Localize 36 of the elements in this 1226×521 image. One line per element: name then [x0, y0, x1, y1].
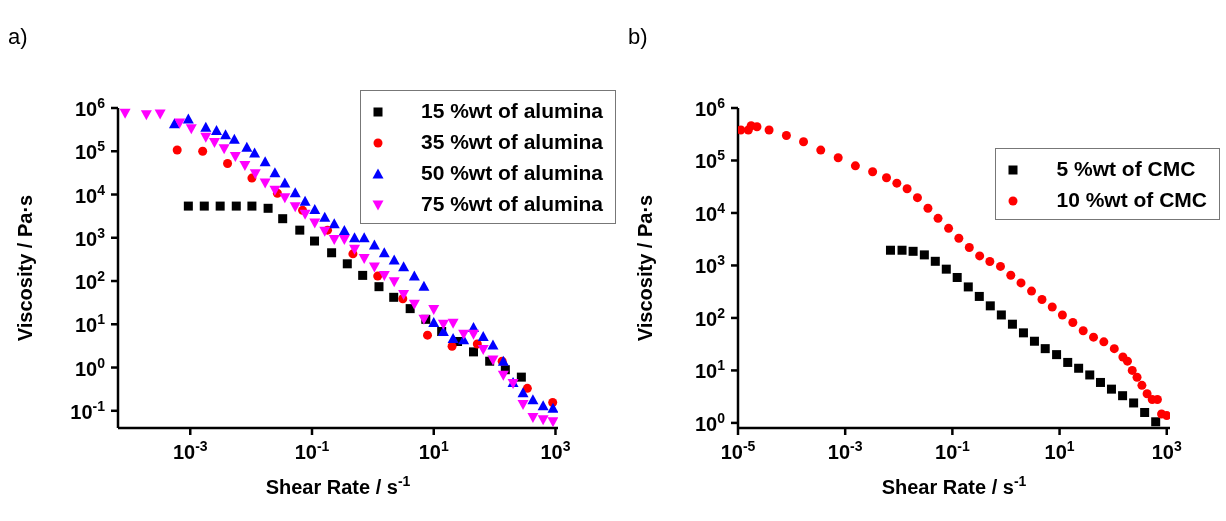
- x-tick-label: 10$^{3}$: [540, 438, 571, 463]
- y-tick-label: 10$^{3}$: [74, 224, 106, 250]
- y-axis-title: Viscosity / Pa·s: [14, 194, 36, 342]
- x-axis-title: Shear Rate / s$^{-1}$: [265, 473, 411, 498]
- y-tick-label: 10$^{5}$: [694, 147, 726, 173]
- y-tick-label: 10$^{2}$: [694, 304, 726, 330]
- legend-label: 75 %wt of alumina: [420, 192, 603, 215]
- x-tick-label: 10$^{1}$: [1044, 438, 1075, 463]
- x-tick-label: 10$^{1}$: [418, 438, 449, 463]
- y-tick-label: 10$^{4}$: [74, 181, 106, 207]
- y-tick-label: 10$^{0}$: [74, 354, 106, 380]
- y-tick-label: 10$^{2}$: [74, 268, 106, 294]
- y-tick-label: 10$^{6}$: [694, 95, 726, 120]
- y-tick-label: 10$^{3}$: [694, 252, 726, 278]
- x-tick-label: 10$^{-3}$: [827, 438, 863, 463]
- y-tick-label: 10$^{0}$: [694, 409, 726, 435]
- legend-label: 35 %wt of alumina: [420, 130, 603, 153]
- x-tick-label: 10$^{-1}$: [935, 438, 970, 463]
- legend-label: 10 %wt of CMC: [1056, 188, 1207, 211]
- y-tick-label: 10$^{-1}$: [70, 397, 106, 423]
- y-tick-label: 10$^{5}$: [74, 138, 106, 164]
- chart-title: a): [8, 24, 28, 49]
- y-tick-label: 10$^{1}$: [694, 357, 726, 383]
- x-tick-label: 10$^{3}$: [1151, 438, 1182, 463]
- y-tick-label: 10$^{1}$: [74, 311, 106, 337]
- legend-label: 15 %wt of alumina: [420, 99, 603, 122]
- legend-label: 50 %wt of alumina: [420, 161, 603, 184]
- x-tick-label: 10$^{-1}$: [294, 438, 330, 463]
- y-tick-label: 10$^{6}$: [74, 95, 106, 120]
- x-axis-title: Shear Rate / s$^{-1}$: [881, 473, 1027, 498]
- x-tick-label: 10$^{-3}$: [172, 438, 208, 463]
- y-tick-label: 10$^{4}$: [694, 199, 726, 225]
- x-tick-label: 10$^{-5}$: [720, 438, 756, 463]
- chart-title: b): [628, 24, 648, 49]
- y-axis-title: Viscosity / Pa·s: [634, 194, 656, 342]
- legend-label: 5 %wt of CMC: [1056, 157, 1196, 180]
